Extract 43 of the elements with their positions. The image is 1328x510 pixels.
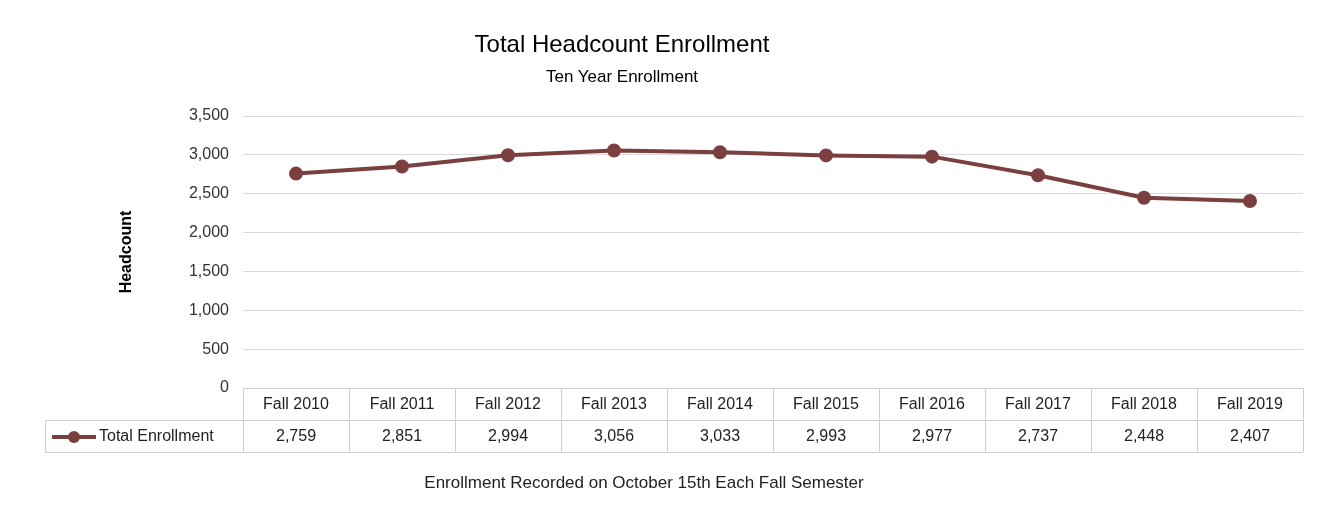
- legend-label: Total Enrollment: [99, 427, 215, 445]
- data-label: 3,033: [699, 427, 741, 445]
- point: [501, 148, 515, 163]
- point: [1137, 190, 1151, 205]
- x-tick-label: Fall 2016: [899, 395, 966, 413]
- point: [607, 143, 621, 158]
- y-tick-label: 2,000: [188, 222, 230, 240]
- y-tick-label: 1,500: [188, 261, 230, 279]
- y-tick-label: 0: [220, 378, 230, 396]
- data-label: 2,737: [1017, 427, 1059, 445]
- y-tick-label: 2,500: [188, 184, 230, 202]
- x-tick-label: Fall 2013: [581, 395, 648, 413]
- point: [819, 148, 833, 163]
- data-label: 2,448: [1123, 427, 1165, 445]
- x-tick-label: Fall 2010: [263, 395, 330, 413]
- point: [1031, 168, 1045, 183]
- data-label: 2,759: [275, 427, 317, 445]
- point: [713, 145, 727, 160]
- data-label: 3,056: [593, 427, 635, 445]
- chart-title: Total Headcount Enrollment: [474, 29, 770, 57]
- text: Enrollment Recorded on October 15th Each Fall Semester: [424, 472, 865, 492]
- point: [1243, 193, 1257, 208]
- x-tick-label: Fall 2015: [793, 395, 860, 413]
- chart-subtitle: Ten Year Enrollment: [545, 66, 699, 86]
- x-tick-label: Fall 2014: [687, 395, 754, 413]
- x-tick-label: Fall 2019: [1217, 395, 1284, 413]
- data-label: 2,993: [805, 427, 847, 445]
- y-tick-label: 1,000: [188, 300, 230, 318]
- point: [289, 166, 303, 181]
- data-label: 2,407: [1229, 427, 1271, 445]
- data-label: 2,977: [911, 427, 953, 445]
- data-label: 2,851: [381, 427, 423, 445]
- y-tick-label: 3,500: [188, 106, 230, 124]
- x-tick-label: Fall 2018: [1111, 395, 1178, 413]
- y-tick-label: 3,000: [188, 145, 230, 163]
- point: [925, 149, 939, 164]
- data-label: 2,994: [487, 427, 529, 445]
- point: [395, 159, 409, 174]
- x-tick-label: Fall 2012: [475, 395, 542, 413]
- y-tick-label: 500: [202, 339, 230, 357]
- x-tick-label: Fall 2011: [369, 395, 435, 413]
- x-tick-label: Fall 2017: [1005, 395, 1072, 413]
- y-axis-title: Headcount: [117, 209, 135, 294]
